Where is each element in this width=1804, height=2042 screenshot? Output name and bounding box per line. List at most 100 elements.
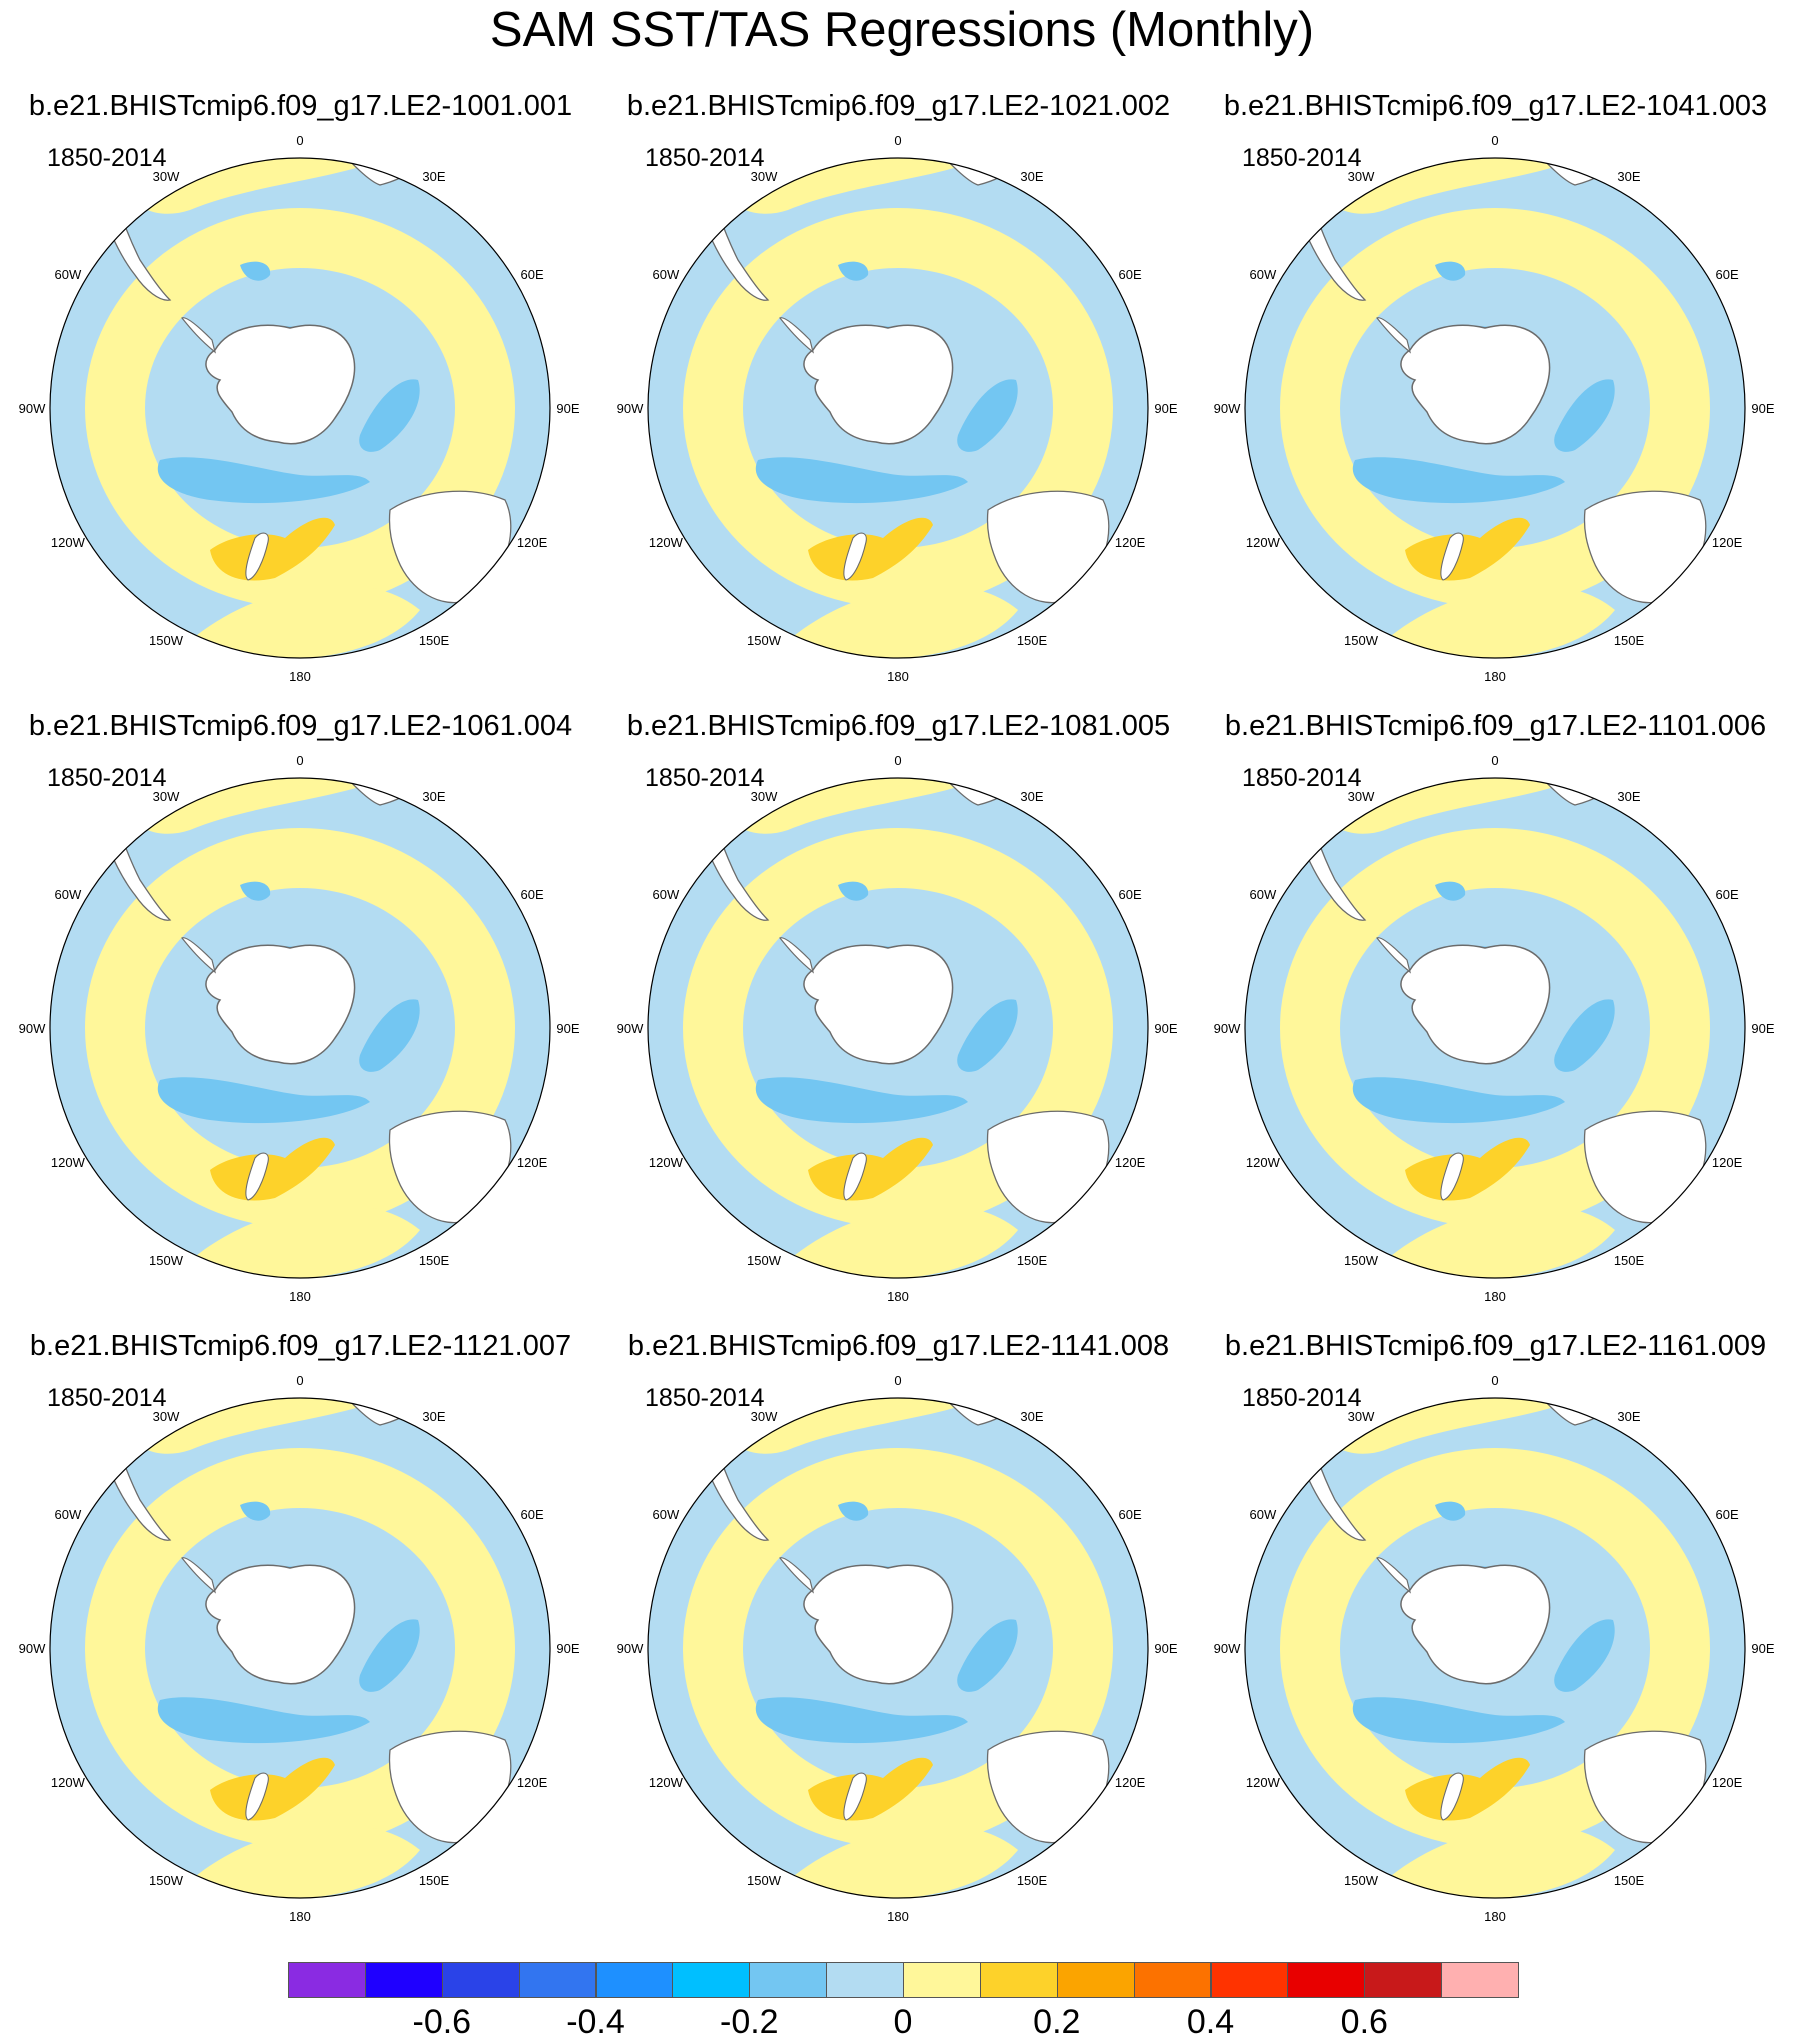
longitude-label: 0 bbox=[1491, 133, 1498, 148]
longitude-label: 180 bbox=[1484, 669, 1506, 684]
colorbar-swatch bbox=[1441, 1962, 1519, 1998]
longitude-label: 90W bbox=[1214, 1021, 1241, 1036]
map-panel: b.e21.BHISTcmip6.f09_g17.LE2-1161.009 0 30… bbox=[1195, 1330, 1796, 1950]
colorbar-swatch bbox=[1056, 1962, 1135, 1998]
longitude-label: 90E bbox=[1154, 1641, 1177, 1656]
longitude-label: 90E bbox=[556, 401, 579, 416]
period-label: 1850-2014 bbox=[1242, 1384, 1362, 1412]
longitude-label: 90W bbox=[19, 1641, 46, 1656]
longitude-label: 30E bbox=[422, 1409, 445, 1424]
polar-map: 0 30E 60E 90E 120E 150E 180 150W 120W 90W 60W 30W bbox=[1214, 133, 1775, 684]
longitude-label: 30E bbox=[1020, 789, 1043, 804]
longitude-label: 90E bbox=[1154, 1021, 1177, 1036]
colorbar-swatch bbox=[979, 1962, 1058, 1998]
longitude-label: 0 bbox=[894, 133, 901, 148]
colorbar-swatch bbox=[1133, 1962, 1212, 1998]
polar-map: 0 30E 60E 90E 120E 150E 180 150W 120W 90W 60W 30W bbox=[1214, 753, 1775, 1304]
panel-title: b.e21.BHISTcmip6.f09_g17.LE2-1001.001 bbox=[28, 90, 573, 122]
longitude-label: 180 bbox=[289, 669, 311, 684]
period-label: 1850-2014 bbox=[645, 1384, 765, 1412]
panel-title: b.e21.BHISTcmip6.f09_g17.LE2-1081.005 bbox=[626, 710, 1171, 742]
longitude-label: 90E bbox=[556, 1021, 579, 1036]
panel-title: b.e21.BHISTcmip6.f09_g17.LE2-1021.002 bbox=[626, 90, 1171, 122]
longitude-label: 180 bbox=[887, 1289, 909, 1304]
longitude-label: 150W bbox=[747, 633, 782, 648]
colorbar-swatch bbox=[826, 1962, 904, 1998]
longitude-label: 30W bbox=[153, 169, 180, 184]
map-panel: b.e21.BHISTcmip6.f09_g17.LE2-1081.005 0 30… bbox=[598, 710, 1199, 1330]
map-panel: b.e21.BHISTcmip6.f09_g17.LE2-1121.007 0 30… bbox=[0, 1330, 601, 1950]
map-panel: b.e21.BHISTcmip6.f09_g17.LE2-1061.004 0 30… bbox=[0, 710, 601, 1330]
longitude-label: 150E bbox=[1614, 1873, 1645, 1888]
panel-title: b.e21.BHISTcmip6.f09_g17.LE2-1161.009 bbox=[1224, 1330, 1767, 1362]
longitude-label: 30W bbox=[1348, 169, 1375, 184]
longitude-label: 180 bbox=[887, 1909, 909, 1924]
longitude-label: 180 bbox=[289, 1289, 311, 1304]
longitude-label: 0 bbox=[296, 1373, 303, 1388]
longitude-label: 30E bbox=[1020, 1409, 1043, 1424]
colorbar-tick-label: -0.4 bbox=[566, 2003, 625, 2041]
longitude-label: 30E bbox=[422, 169, 445, 184]
longitude-label: 120W bbox=[51, 1155, 86, 1170]
colorbar-swatch bbox=[1210, 1962, 1289, 1998]
colorbar-swatch bbox=[749, 1962, 828, 1998]
panel-title: b.e21.BHISTcmip6.f09_g17.LE2-1141.008 bbox=[627, 1330, 1170, 1362]
longitude-label: 150E bbox=[1017, 1253, 1048, 1268]
longitude-label: 90W bbox=[1214, 401, 1241, 416]
longitude-label: 0 bbox=[894, 1373, 901, 1388]
longitude-label: 90W bbox=[617, 1021, 644, 1036]
longitude-label: 0 bbox=[296, 133, 303, 148]
longitude-label: 60E bbox=[1716, 267, 1739, 282]
longitude-label: 90W bbox=[19, 401, 46, 416]
colorbar-swatch bbox=[903, 1962, 981, 1998]
polar-map: 0 30E 60E 90E 120E 150E 180 150W 120W 90W 60W 30W bbox=[19, 133, 580, 684]
longitude-label: 120W bbox=[649, 535, 684, 550]
colorbar-tick-label: 0.6 bbox=[1340, 2003, 1388, 2041]
longitude-label: 30W bbox=[153, 1409, 180, 1424]
longitude-label: 90E bbox=[1751, 1021, 1774, 1036]
longitude-label: 120E bbox=[1115, 535, 1146, 550]
longitude-label: 0 bbox=[296, 753, 303, 768]
polar-map: 0 30E 60E 90E 120E 150E 180 150W 120W 90W 60W 30W bbox=[19, 1373, 580, 1924]
polar-map: 0 30E 60E 90E 120E 150E 180 150W 120W 90W 60W 30W bbox=[19, 753, 580, 1304]
longitude-label: 90W bbox=[617, 1641, 644, 1656]
colorbar-tick-label: -0.6 bbox=[412, 2003, 472, 2041]
longitude-label: 60W bbox=[1250, 267, 1277, 282]
longitude-label: 150W bbox=[1344, 1253, 1379, 1268]
longitude-label: 60W bbox=[1250, 887, 1277, 902]
longitude-label: 0 bbox=[894, 753, 901, 768]
longitude-label: 60E bbox=[1716, 887, 1739, 902]
longitude-label: 90E bbox=[1751, 401, 1774, 416]
longitude-label: 60E bbox=[521, 1507, 544, 1522]
colorbar-tick-label: 0 bbox=[893, 2003, 913, 2041]
longitude-label: 180 bbox=[887, 669, 909, 684]
longitude-label: 30E bbox=[1617, 789, 1640, 804]
longitude-label: 60E bbox=[1119, 1507, 1142, 1522]
longitude-label: 60W bbox=[653, 1507, 680, 1522]
longitude-label: 150E bbox=[1017, 633, 1048, 648]
longitude-label: 180 bbox=[1484, 1909, 1506, 1924]
longitude-label: 0 bbox=[1491, 1373, 1498, 1388]
panel-title: b.e21.BHISTcmip6.f09_g17.LE2-1061.004 bbox=[28, 710, 573, 742]
longitude-label: 120E bbox=[517, 535, 548, 550]
longitude-label: 60E bbox=[1119, 887, 1142, 902]
longitude-label: 60W bbox=[1250, 1507, 1277, 1522]
longitude-label: 60W bbox=[55, 887, 82, 902]
colorbar-swatch bbox=[288, 1962, 366, 1998]
colorbar-swatch bbox=[595, 1962, 674, 1998]
longitude-label: 60W bbox=[55, 267, 82, 282]
longitude-label: 120W bbox=[51, 1775, 86, 1790]
longitude-label: 150W bbox=[747, 1873, 782, 1888]
longitude-label: 150E bbox=[1614, 1253, 1645, 1268]
colorbar-swatch bbox=[1364, 1962, 1443, 1998]
longitude-label: 30W bbox=[153, 789, 180, 804]
period-label: 1850-2014 bbox=[645, 144, 765, 172]
figure-title: SAM SST/TAS Regressions (Monthly) bbox=[489, 3, 1315, 57]
longitude-label: 180 bbox=[289, 1909, 311, 1924]
period-label: 1850-2014 bbox=[1242, 764, 1362, 792]
longitude-label: 30W bbox=[751, 169, 778, 184]
longitude-label: 30E bbox=[1020, 169, 1043, 184]
longitude-label: 60E bbox=[1119, 267, 1142, 282]
longitude-label: 150W bbox=[149, 1873, 184, 1888]
longitude-label: 60E bbox=[521, 887, 544, 902]
